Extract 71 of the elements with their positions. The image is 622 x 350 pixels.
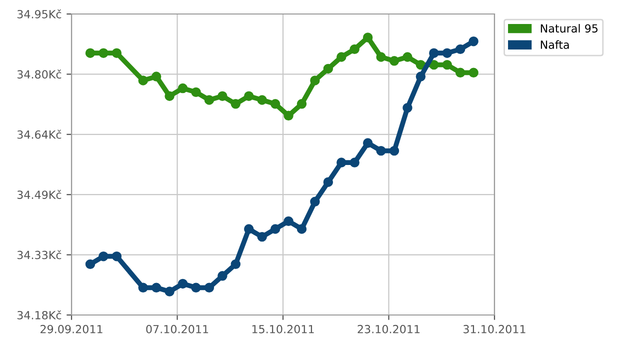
x-tick-label: 23.10.2011: [358, 324, 420, 334]
point: [336, 158, 346, 168]
point: [191, 282, 201, 292]
point: [270, 99, 280, 109]
point: [85, 48, 96, 58]
point: [468, 68, 478, 78]
point: [468, 36, 478, 46]
point: [244, 91, 254, 101]
point: [164, 286, 174, 296]
point: [178, 278, 188, 289]
point: [455, 68, 466, 78]
y-tick-label: 34.18Kč: [17, 310, 62, 320]
point: [112, 48, 122, 58]
point: [151, 72, 162, 82]
point: [323, 64, 334, 74]
y-tick-label: 34.95Kč: [17, 9, 62, 18]
point: [257, 232, 267, 242]
point: [350, 44, 360, 54]
legend-label: Natural 95: [540, 24, 598, 33]
point: [323, 177, 334, 187]
point: [402, 102, 412, 113]
point: [244, 224, 254, 234]
point: [178, 83, 188, 94]
point: [296, 224, 307, 234]
point: [98, 48, 108, 58]
point: [284, 216, 294, 226]
point: [218, 91, 228, 101]
point: [416, 72, 426, 82]
point: [230, 259, 241, 270]
point: [376, 52, 386, 62]
point: [389, 146, 400, 156]
x-tick-label: 31.10.2011: [464, 324, 526, 334]
point: [138, 76, 148, 86]
point: [204, 95, 214, 105]
point: [164, 91, 174, 101]
point: [442, 48, 452, 58]
point: [362, 32, 373, 42]
point: [442, 60, 452, 70]
point: [336, 52, 346, 62]
point: [376, 146, 386, 156]
point: [429, 60, 439, 70]
point: [362, 138, 373, 148]
point: [218, 271, 228, 281]
point: [230, 99, 241, 109]
point: [310, 196, 320, 206]
point: [416, 60, 426, 70]
point: [191, 87, 201, 98]
y-tick-label: 34.64Kč: [17, 130, 62, 139]
x-tick-label: 07.10.2011: [146, 324, 208, 334]
point: [350, 158, 360, 168]
x-tick-label: 29.09.2011: [40, 324, 102, 334]
point: [257, 95, 267, 105]
point: [310, 76, 320, 86]
point: [455, 44, 466, 54]
point: [85, 259, 96, 270]
y-tick-label: 34.33Kč: [17, 250, 62, 260]
point: [204, 282, 214, 292]
point: [270, 224, 280, 234]
legend-label: Nafta: [540, 40, 569, 49]
point: [151, 282, 162, 292]
point: [284, 110, 294, 120]
y-tick-label: 34.80Kč: [17, 70, 62, 79]
x-tick-label: 15.10.2011: [252, 324, 314, 334]
point: [296, 99, 307, 109]
point: [402, 52, 412, 62]
point: [112, 252, 122, 262]
point: [429, 48, 439, 58]
point: [389, 56, 400, 66]
y-tick-label: 34.49Kč: [17, 190, 62, 199]
point: [138, 282, 148, 292]
point: [98, 252, 108, 262]
